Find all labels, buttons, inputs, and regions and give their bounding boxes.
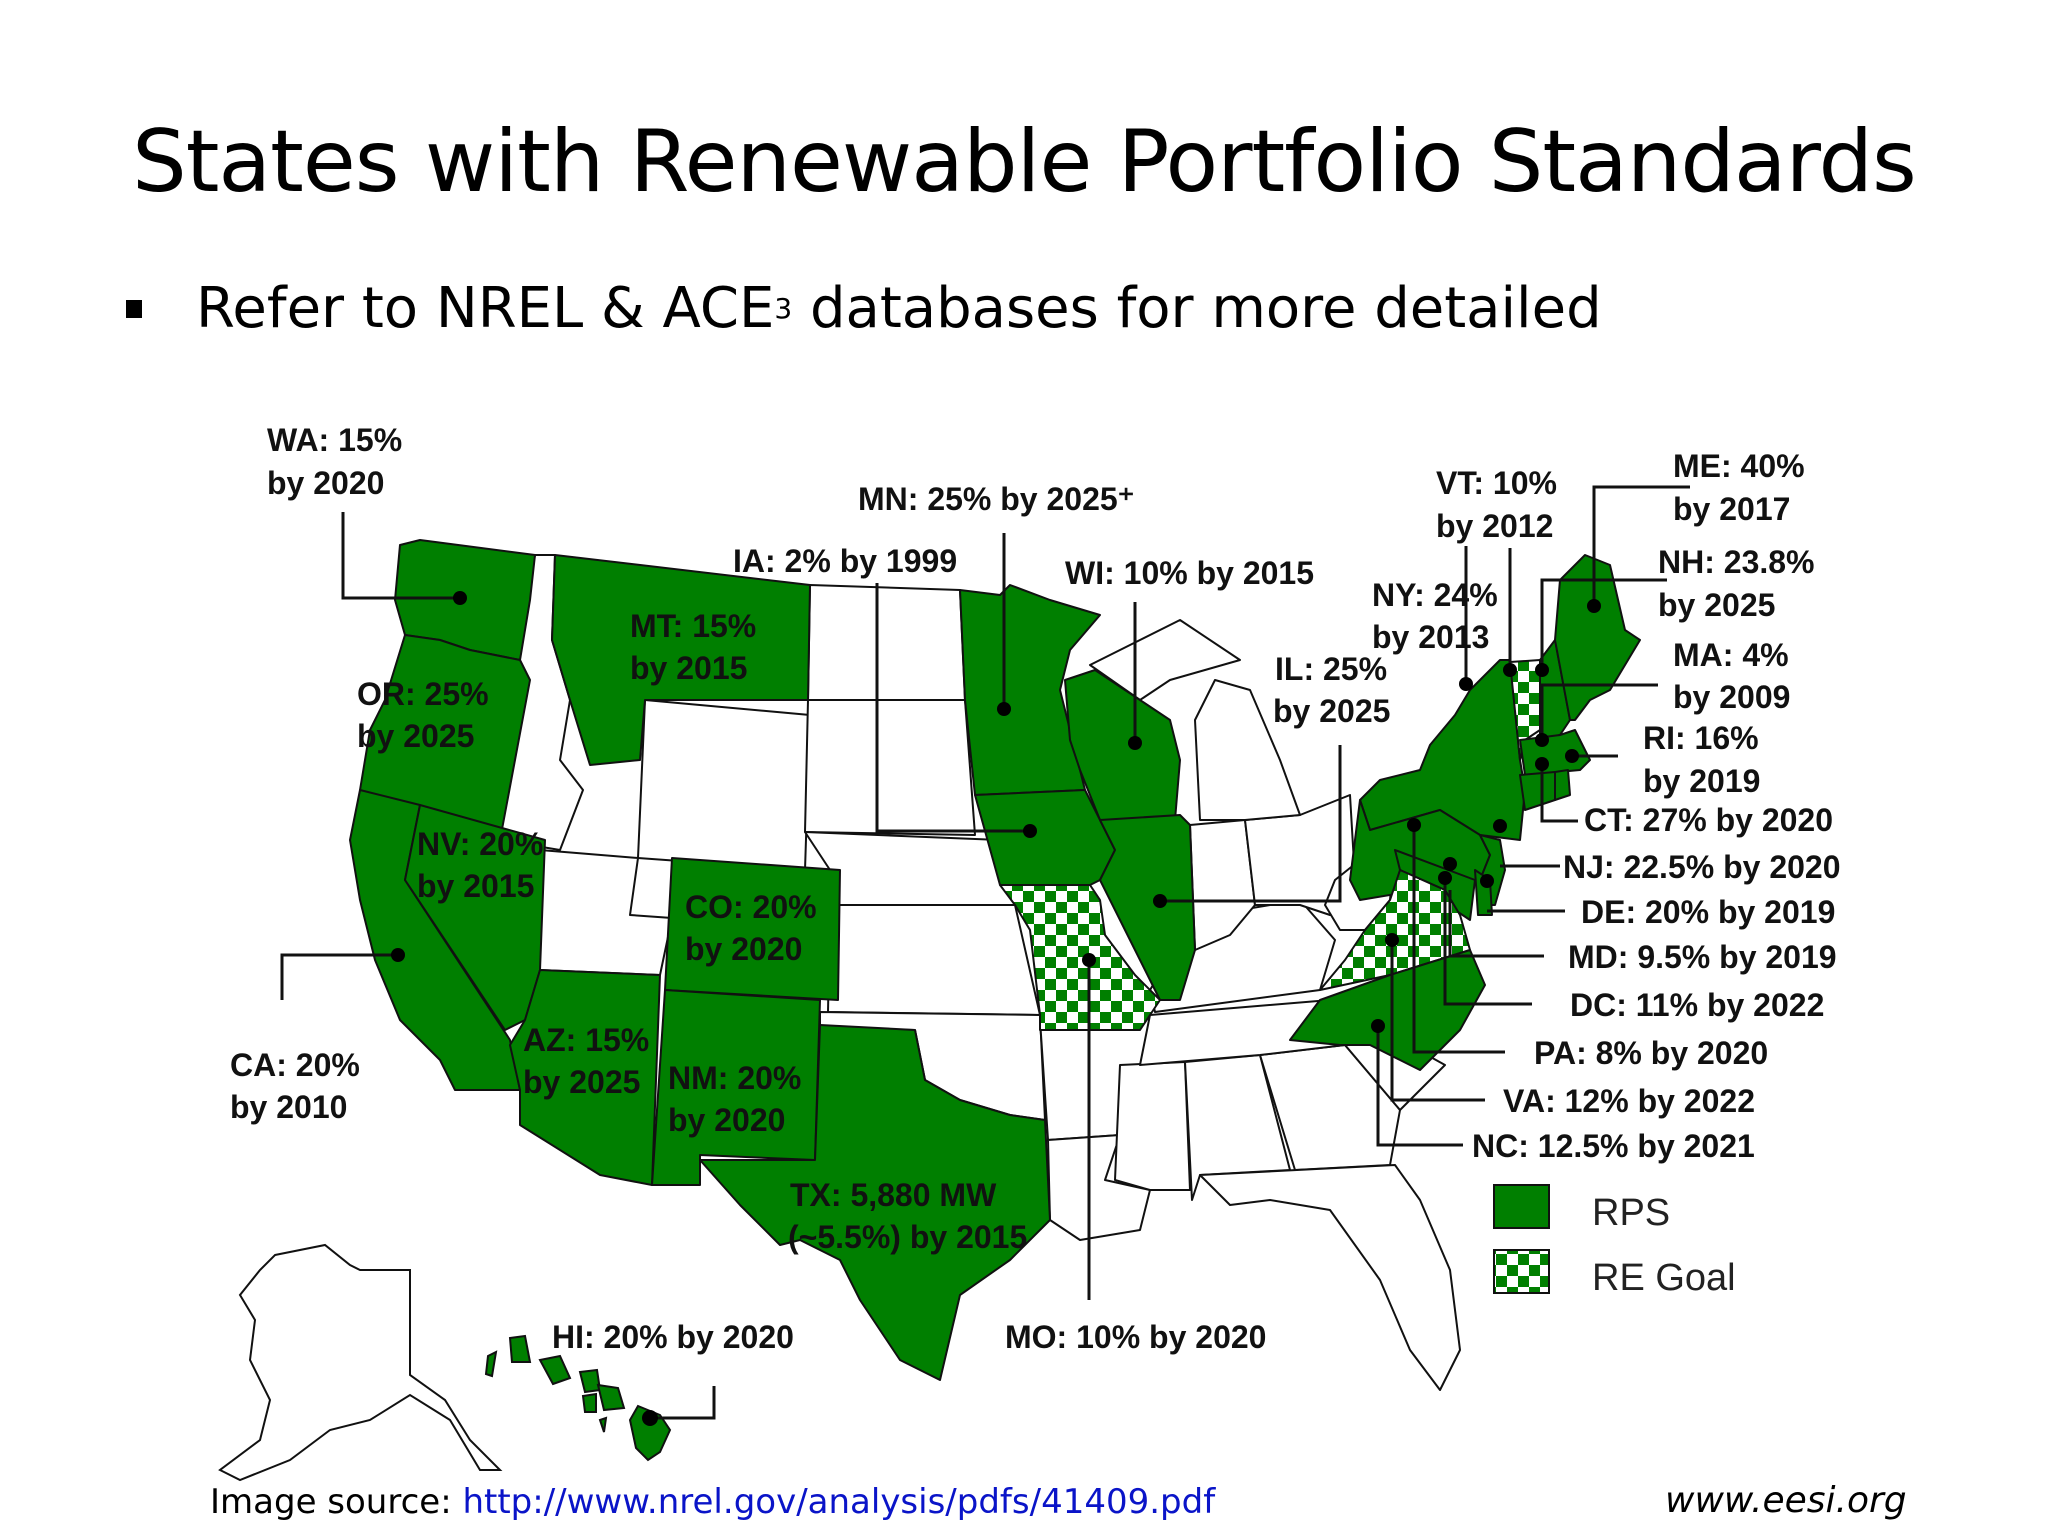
label-nh: NH: 23.8% [1658,544,1815,580]
label-ca-2: by 2010 [230,1089,347,1125]
label-ca: CA: 20% [230,1047,360,1083]
state-WI [1064,669,1181,821]
label-ri: RI: 16% [1643,720,1759,756]
contiguous-states [349,539,1641,1391]
legend-rps-label: RPS [1592,1192,1670,1234]
label-ma: MA: 4% [1673,637,1789,673]
state-SD [804,699,976,836]
state-WY [637,699,811,871]
label-mo: MO: 10% by 2020 [1005,1319,1266,1355]
label-nm: NM: 20% [668,1060,801,1096]
map-legend: RPS RE Goal [1493,1184,1736,1299]
state-NM [651,989,821,1186]
state-KS [827,904,1041,1016]
label-ia: IA: 2% by 1999 [733,543,957,579]
state-OR [359,634,531,841]
leader-lines [280,485,1690,1420]
legend-re-goal-swatch [1493,1249,1550,1294]
label-nv-2: by 2015 [417,868,534,904]
label-ny: NY: 24% [1372,577,1498,613]
label-me-2: by 2017 [1673,491,1790,527]
label-mt-2: by 2015 [630,650,747,686]
label-de: DE: 20% by 2019 [1581,894,1835,930]
label-ma-2: by 2009 [1673,679,1790,715]
state-MT [551,554,811,766]
label-vt: VT: 10% [1436,465,1557,501]
state-CT [1519,771,1556,811]
state-HI [484,1334,672,1462]
label-wa-2: by 2020 [267,465,384,501]
label-il-2: by 2025 [1273,693,1390,729]
state-AZ [509,969,661,1186]
label-tx: TX: 5,880 MW [790,1177,997,1213]
label-or: OR: 25% [357,676,489,712]
label-ri-2: by 2019 [1643,763,1760,799]
label-nh-2: by 2025 [1658,587,1775,623]
legend-re-goal-label: RE Goal [1592,1257,1736,1299]
image-source-label: Image source: [210,1482,463,1522]
label-ct: CT: 27% by 2020 [1584,802,1833,838]
image-source-link[interactable]: http://www.nrel.gov/analysis/pdfs/41409.… [462,1482,1216,1522]
label-nv: NV: 20% [417,826,543,862]
label-vt-2: by 2012 [1436,508,1553,544]
label-az-2: by 2025 [523,1064,640,1100]
label-ny-2: by 2013 [1372,619,1489,655]
bullet-square-icon [126,299,142,318]
state-ME [1554,554,1641,721]
state-CO [664,857,841,1001]
state-UT [539,849,673,976]
state-NH [1539,639,1571,741]
label-co: CO: 20% [685,889,817,925]
state-MN [959,584,1101,796]
bullet-text-before: Refer to NREL & ACE [196,276,775,341]
state-RI [1554,769,1571,801]
label-pa: PA: 8% by 2020 [1534,1035,1768,1071]
label-md: MD: 9.5% by 2019 [1568,939,1837,975]
label-va: VA: 12% by 2022 [1503,1083,1755,1119]
label-il: IL: 25% [1275,651,1387,687]
state-labels: WA: 15% by 2020 OR: 25% by 2025 MT: 15% … [230,422,1841,1355]
image-source: Image source: http://www.nrel.gov/analys… [210,1482,1215,1522]
bullet-item: Refer to NREL & ACE 3 databases for more … [126,276,1602,341]
label-mt: MT: 15% [630,608,756,644]
bullet-text-after: databases for more detailed [792,276,1602,341]
label-mn: MN: 25% by 2025⁺ [858,481,1135,517]
state-MS [1114,1061,1191,1191]
state-AK [218,1243,503,1482]
label-wi: WI: 10% by 2015 [1065,555,1314,591]
state-VT [1509,659,1541,761]
label-nm-2: by 2020 [668,1102,785,1138]
website-footer: www.eesi.org [1665,1480,1907,1521]
label-wa: WA: 15% [267,422,402,458]
bullet-superscript: 3 [774,292,793,325]
state-FL [1199,1164,1461,1391]
label-tx-2: (~5.5%) by 2015 [788,1219,1027,1255]
label-or-2: by 2025 [357,718,474,754]
state-MO [999,884,1161,1031]
state-ND [807,584,966,701]
state-TX [699,1024,1051,1381]
state-marker-dots [391,591,1601,1426]
label-hi: HI: 20% by 2020 [552,1319,794,1355]
label-dc: DC: 11% by 2022 [1570,987,1824,1023]
label-nj: NJ: 22.5% by 2020 [1563,849,1841,885]
label-az: AZ: 15% [523,1022,649,1058]
slide-title: States with Renewable Portfolio Standard… [132,112,1917,212]
state-NC [1289,949,1486,1071]
label-nc: NC: 12.5% by 2021 [1472,1128,1755,1164]
label-co-2: by 2020 [685,931,802,967]
label-me: ME: 40% [1673,448,1805,484]
legend-rps-swatch [1493,1184,1550,1229]
